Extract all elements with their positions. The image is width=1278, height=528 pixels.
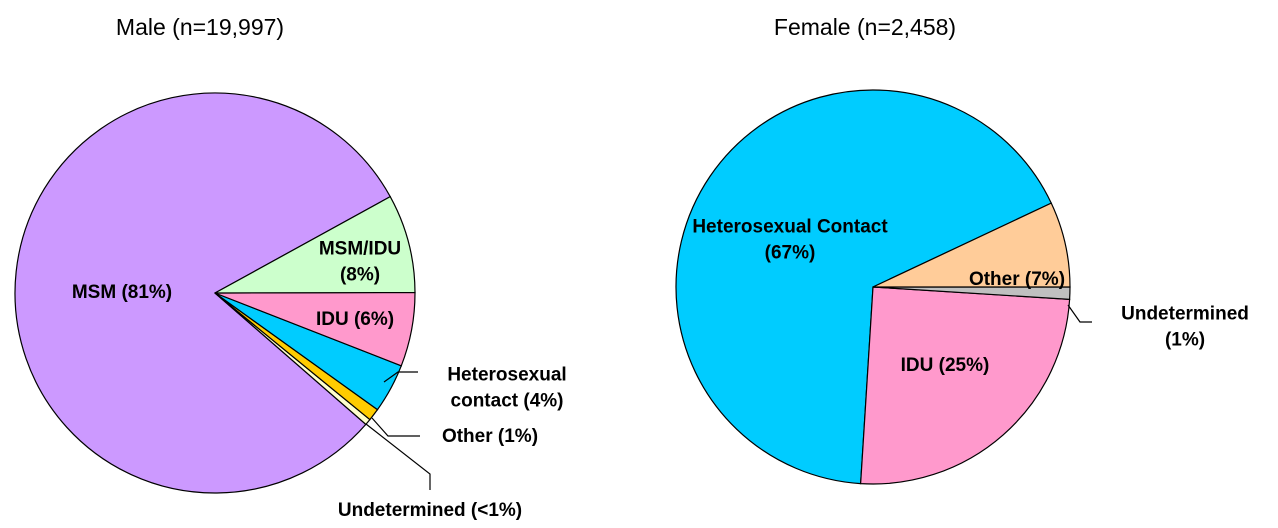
pie-slice bbox=[675, 89, 1053, 485]
chart-title: Male (n=19,997) bbox=[115, 14, 285, 40]
slice-label: Undetermined (1%) bbox=[1121, 303, 1249, 350]
slice-label: IDU (6%) bbox=[315, 309, 395, 331]
chart-title: Female (n=2,458) bbox=[773, 14, 957, 40]
slice-label: Other (7%) bbox=[968, 269, 1066, 291]
pie-slice bbox=[214, 195, 416, 294]
pie-slice bbox=[872, 202, 1071, 288]
leader-line bbox=[365, 423, 431, 490]
leader-line bbox=[1067, 304, 1092, 323]
slice-label: Heterosexual contact (4%) bbox=[447, 364, 567, 411]
leader-line bbox=[383, 371, 418, 383]
pie-slice bbox=[14, 92, 392, 494]
pie-slice bbox=[859, 286, 1071, 485]
slice-label: Heterosexual Contact (67%) bbox=[692, 216, 888, 263]
leader-line bbox=[371, 417, 420, 437]
slice-label: MSM/IDU (8%) bbox=[318, 238, 402, 285]
slice-label: Undetermined (<1%) bbox=[337, 500, 523, 522]
slice-label: IDU (25%) bbox=[900, 355, 990, 377]
slice-label: MSM (81%) bbox=[71, 282, 173, 304]
slice-label: Other (1%) bbox=[441, 426, 539, 448]
